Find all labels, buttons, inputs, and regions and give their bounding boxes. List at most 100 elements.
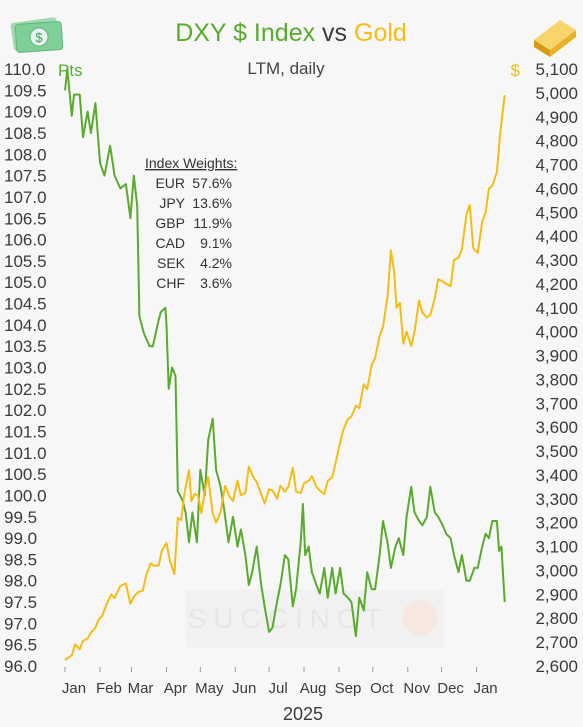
left-tick-label: 99.0 — [4, 529, 37, 548]
right-tick-label: 3,400 — [535, 466, 578, 485]
weight-percent: 57.6% — [192, 175, 232, 191]
left-tick-label: 97.5 — [4, 593, 37, 612]
right-tick-label: 4,500 — [535, 203, 578, 222]
left-tick-label: 103.0 — [4, 359, 47, 378]
right-tick-label: 4,800 — [535, 132, 578, 151]
left-axis-unit: Pts — [58, 61, 83, 80]
x-tick-label: May — [195, 680, 224, 697]
x-tick-label: Apr — [164, 680, 187, 697]
right-tick-label: 4,700 — [535, 156, 578, 175]
left-tick-label: 98.5 — [4, 550, 37, 569]
title-dxy: DXY $ Index — [175, 19, 315, 47]
weight-currency: EUR — [155, 175, 185, 191]
right-tick-label: 4,900 — [535, 108, 578, 127]
left-tick-label: 96.0 — [4, 657, 37, 676]
left-tick-label: 100.5 — [4, 465, 47, 484]
right-tick-label: 4,000 — [535, 323, 578, 342]
x-tick-label: Jun — [232, 680, 256, 697]
left-tick-label: 106.5 — [4, 209, 47, 228]
weight-percent: 4.2% — [200, 255, 232, 271]
weight-percent: 3.6% — [200, 275, 232, 291]
weight-currency: JPY — [159, 195, 185, 211]
right-tick-label: 3,700 — [535, 394, 578, 413]
left-tick-label: 102.5 — [4, 380, 47, 399]
right-tick-label: 2,900 — [535, 585, 578, 604]
x-axis-ticks: Jan Feb Mar Apr May Jun Jul Aug Sep Oct Nov Dec Jan — [62, 667, 498, 697]
right-tick-label: 3,200 — [535, 514, 578, 533]
left-tick-label: 99.5 — [4, 508, 37, 527]
title-vs: vs — [315, 19, 354, 47]
left-tick-label: 105.5 — [4, 252, 47, 271]
x-tick-label: Aug — [300, 680, 327, 697]
chart-title: DXY $ Index vs Gold — [175, 19, 407, 47]
x-tick-label: Mar — [128, 680, 154, 697]
right-tick-label: 4,300 — [535, 251, 578, 270]
watermark-text: SUCCINCT — [188, 603, 389, 634]
right-tick-label: 2,600 — [535, 657, 578, 676]
series-layer — [64, 68, 506, 661]
right-tick-label: 5,100 — [535, 60, 578, 79]
right-tick-label: 3,100 — [535, 538, 578, 557]
right-tick-label: 4,400 — [535, 227, 578, 246]
right-tick-label: 3,900 — [535, 347, 578, 366]
left-tick-label: 102.0 — [4, 401, 47, 420]
right-axis-ticks: 2,600 2,700 2,800 2,900 3,000 3,100 3,200 3,300… — [535, 60, 578, 676]
left-tick-label: 109.0 — [4, 103, 47, 122]
left-tick-label: 109.5 — [4, 81, 47, 100]
cash-icon: $ — [10, 17, 64, 53]
left-tick-label: 110.0 — [4, 60, 45, 79]
left-tick-label: 100.0 — [4, 486, 47, 505]
index-weights: Index Weights: EUR 57.6% JPY 13.6% GBP 11.9% C… — [145, 155, 237, 291]
chart-subtitle: LTM, daily — [247, 59, 325, 78]
weight-currency: CHF — [156, 275, 185, 291]
left-axis-ticks: 96.0 96.5 97.0 97.5 98.0 98.5 99.0 99.5 100.0 100… — [4, 60, 47, 676]
title-gold: Gold — [354, 19, 407, 47]
svg-text:$: $ — [35, 30, 43, 45]
right-tick-label: 3,800 — [535, 370, 578, 389]
right-tick-label: 3,500 — [535, 442, 578, 461]
left-tick-label: 105.0 — [4, 273, 47, 292]
dxy-line — [64, 68, 506, 638]
x-tick-label: Oct — [370, 680, 394, 697]
x-axis-year: 2025 — [283, 704, 323, 724]
x-tick-label: Jul — [268, 680, 287, 697]
watermark: SUCCINCT — [186, 590, 444, 648]
left-tick-label: 107.5 — [4, 167, 47, 186]
x-tick-label: Nov — [403, 680, 430, 697]
x-tick-label: Dec — [437, 680, 464, 697]
right-tick-label: 4,600 — [535, 179, 578, 198]
weight-currency: SEK — [157, 255, 186, 271]
left-tick-label: 108.5 — [4, 124, 47, 143]
weight-percent: 11.9% — [193, 215, 232, 231]
left-tick-label: 106.0 — [4, 231, 47, 250]
gold-bar-icon — [534, 20, 576, 57]
left-tick-label: 96.5 — [4, 636, 37, 655]
left-tick-label: 98.0 — [4, 572, 37, 591]
left-tick-label: 103.5 — [4, 337, 47, 356]
weight-percent: 13.6% — [192, 195, 232, 211]
right-tick-label: 5,000 — [535, 84, 578, 103]
weight-currency: GBP — [155, 215, 185, 231]
right-tick-label: 4,200 — [535, 275, 578, 294]
index-weights-heading: Index Weights: — [145, 155, 237, 171]
left-tick-label: 104.5 — [4, 295, 47, 314]
right-tick-label: 3,000 — [535, 561, 578, 580]
left-tick-label: 104.0 — [4, 316, 47, 335]
right-axis-unit: $ — [511, 61, 521, 80]
right-tick-label: 3,300 — [535, 490, 578, 509]
right-tick-label: 2,700 — [535, 633, 578, 652]
x-tick-label: Feb — [96, 680, 122, 697]
x-tick-label: Jan — [62, 680, 86, 697]
left-tick-label: 107.0 — [4, 188, 47, 207]
gold-line — [64, 95, 506, 661]
weight-percent: 9.1% — [200, 235, 232, 251]
weight-currency: CAD — [155, 235, 185, 251]
left-tick-label: 97.0 — [4, 614, 37, 633]
right-tick-label: 3,600 — [535, 418, 578, 437]
left-tick-label: 101.0 — [4, 444, 47, 463]
x-tick-label: Jan — [473, 680, 497, 697]
right-tick-label: 2,800 — [535, 609, 578, 628]
x-tick-label: Sep — [335, 680, 362, 697]
right-tick-label: 4,100 — [535, 299, 578, 318]
